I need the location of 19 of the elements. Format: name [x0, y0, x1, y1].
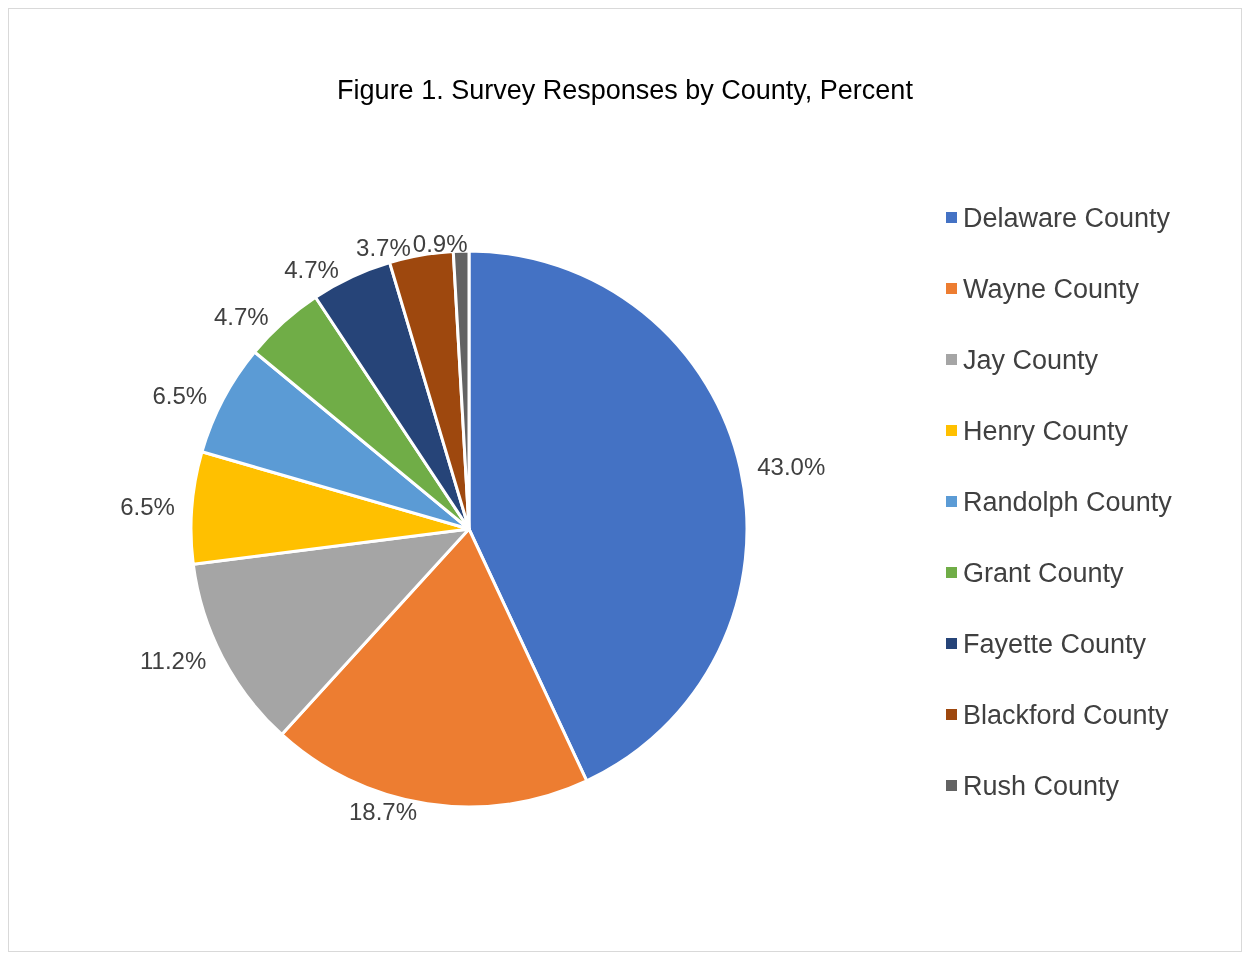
legend-label: Henry County [963, 415, 1129, 446]
data-label: 6.5% [120, 493, 175, 521]
data-label: 43.0% [757, 453, 826, 481]
legend-label: Delaware County [963, 202, 1171, 233]
data-label: 4.7% [213, 302, 269, 330]
data-label: 11.2% [139, 647, 207, 675]
data-label: 4.7% [284, 256, 339, 284]
data-label: 18.7% [348, 798, 417, 826]
legend-label: Fayette County [963, 628, 1147, 659]
legend-label: Jay County [963, 344, 1099, 375]
data-label: 0.9% [412, 229, 468, 257]
legend-label: Wayne County [963, 273, 1140, 304]
legend-label: Randolph County [963, 486, 1173, 517]
legend-label: Rush County [963, 770, 1120, 801]
legend-label: Blackford County [963, 699, 1170, 730]
data-label: 3.7% [356, 233, 411, 261]
chart-title: Figure 1. Survey Responses by County, Percent [337, 74, 914, 105]
legend-label: Grant County [963, 557, 1125, 588]
data-label: 6.5% [152, 381, 208, 409]
